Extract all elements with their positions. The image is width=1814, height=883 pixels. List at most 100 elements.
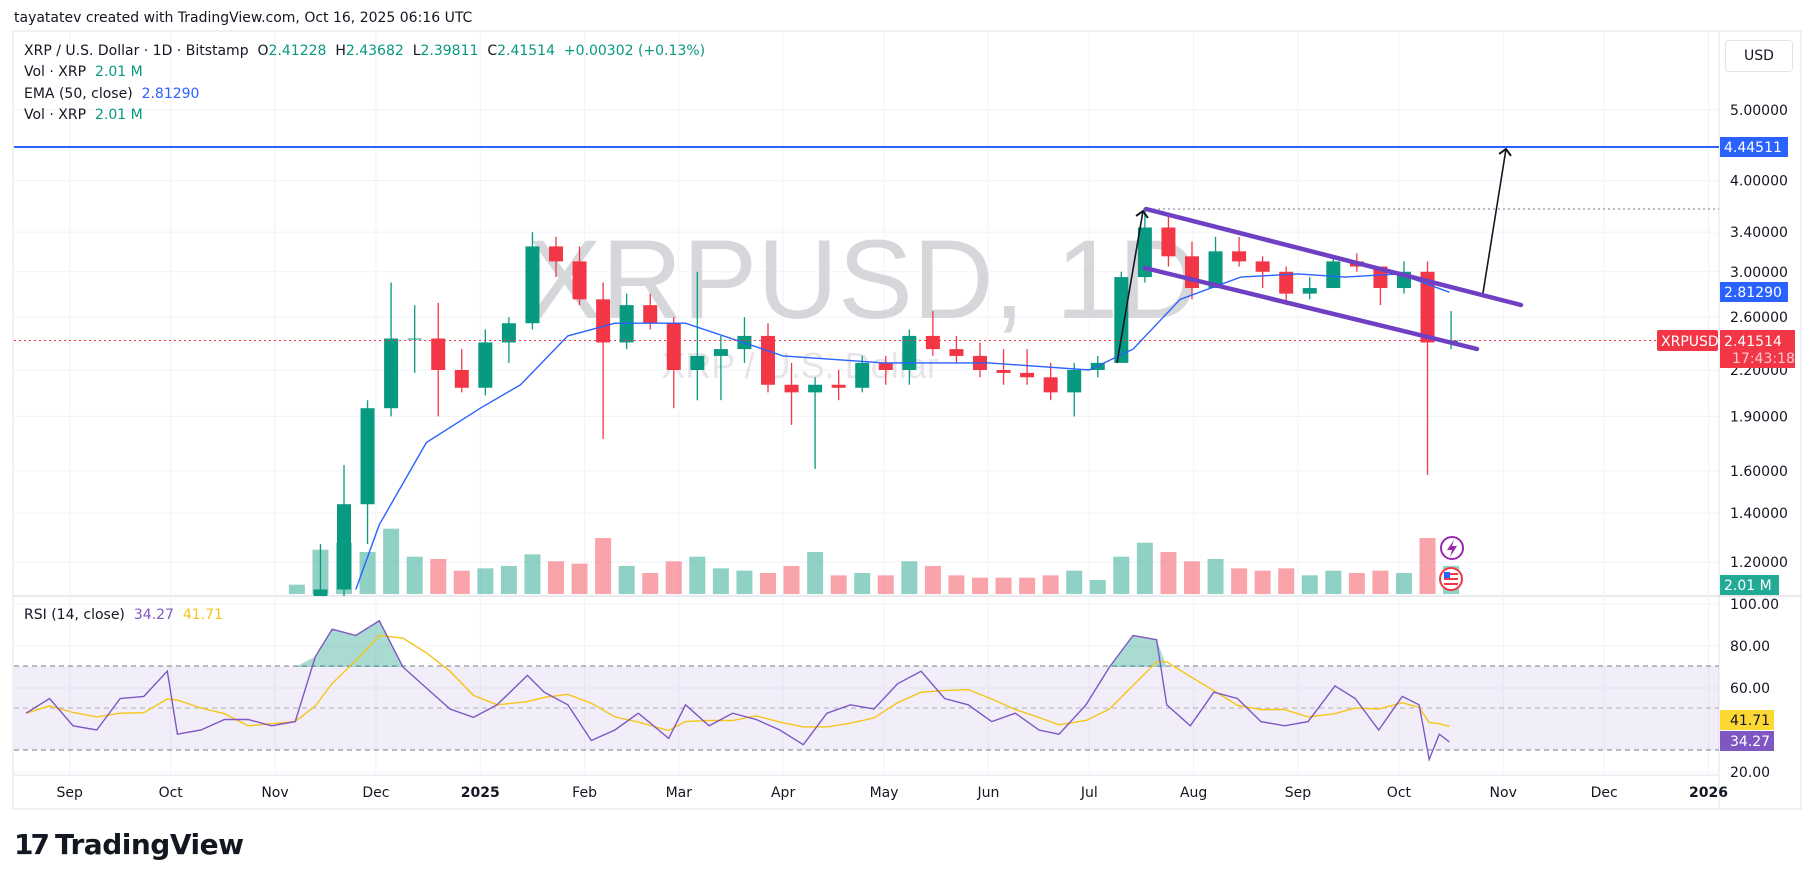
channel-lower-line[interactable] bbox=[1142, 265, 1480, 352]
volume-bar bbox=[1348, 573, 1365, 594]
candle-body bbox=[855, 362, 870, 388]
volume-bar bbox=[618, 566, 635, 594]
candle-body bbox=[643, 305, 658, 324]
us-flag-event-icon[interactable] bbox=[1439, 567, 1463, 591]
candle-body bbox=[1137, 227, 1152, 278]
rsi-axis-labels[interactable]: 100.00 80.00 60.00 20.00 bbox=[1730, 597, 1779, 781]
candle-body bbox=[360, 408, 375, 505]
candle-body bbox=[831, 384, 846, 388]
candle-body bbox=[666, 323, 681, 371]
volume-legend[interactable]: Vol · XRP 2.01 M bbox=[24, 64, 143, 80]
rsi-overbought-fill bbox=[25, 620, 1450, 667]
volume-bar bbox=[1042, 575, 1059, 594]
price-axis-labels[interactable]: 5.000004.000003.400003.000002.600002.200… bbox=[1730, 103, 1788, 571]
volume-bar bbox=[1089, 580, 1106, 594]
volume-bar bbox=[854, 573, 871, 594]
candle-body bbox=[808, 384, 823, 393]
candle-body bbox=[454, 370, 469, 388]
candle-body bbox=[1184, 256, 1199, 289]
svg-text:4.44511: 4.44511 bbox=[1724, 140, 1782, 156]
time-tick-label: Sep bbox=[1285, 785, 1312, 801]
candle-body bbox=[478, 342, 493, 388]
volume-bar bbox=[1419, 538, 1436, 594]
price-tick-label: 5.00000 bbox=[1730, 103, 1788, 119]
volume-legend-2[interactable]: Vol · XRP 2.01 M bbox=[24, 107, 143, 123]
volume-bar bbox=[712, 568, 729, 594]
chart-credit: tayatatev created with TradingView.com, … bbox=[14, 10, 473, 26]
currency-button[interactable]: USD bbox=[1725, 40, 1793, 72]
volume-tag: 2.01 M bbox=[1720, 575, 1779, 595]
volume-bar bbox=[807, 552, 824, 594]
symbol-name-tag: XRPUSD bbox=[1657, 330, 1719, 351]
ema-50-line[interactable] bbox=[355, 273, 1450, 590]
volume-bar bbox=[288, 584, 305, 594]
time-tick-label: Dec bbox=[362, 785, 389, 801]
svg-text:2.01 M: 2.01 M bbox=[1724, 578, 1772, 594]
impulse-arrow[interactable] bbox=[1116, 209, 1149, 364]
time-axis-labels[interactable]: Sep Oct Nov Dec 2025 Feb Mar Apr May Jun Jul Aug Sep… bbox=[57, 785, 1728, 801]
candle-body bbox=[1279, 271, 1294, 294]
volume-bars bbox=[288, 528, 1460, 594]
svg-text:34.27: 34.27 bbox=[1730, 734, 1770, 750]
volume-bar bbox=[689, 556, 706, 594]
candle-body bbox=[1208, 251, 1223, 289]
low-value: 2.39811 bbox=[420, 43, 479, 59]
volume-bar bbox=[500, 566, 517, 594]
volume-bar bbox=[759, 573, 776, 594]
volume-bar bbox=[1207, 559, 1224, 594]
volume-bar bbox=[877, 575, 894, 594]
time-tick-label: Feb bbox=[572, 785, 597, 801]
volume-bar bbox=[406, 556, 423, 594]
volume-bar bbox=[665, 561, 682, 594]
candle-body bbox=[996, 370, 1011, 373]
rsi-tick-label: 20.00 bbox=[1730, 765, 1770, 781]
volume-bar bbox=[595, 538, 612, 594]
volume-bar bbox=[1395, 573, 1412, 594]
volume-bar bbox=[1019, 577, 1036, 594]
price-tick-label: 1.40000 bbox=[1730, 506, 1788, 522]
symbol-title[interactable]: XRP / U.S. Dollar · 1D · Bitstamp bbox=[24, 43, 249, 59]
symbol-watermark: XRPUSD, 1D bbox=[527, 217, 1199, 342]
volume-bar bbox=[430, 559, 447, 594]
time-tick-label: Nov bbox=[1490, 785, 1517, 801]
ema-legend[interactable]: EMA (50, close) 2.81290 bbox=[24, 86, 200, 102]
price-tick-label: 1.20000 bbox=[1730, 555, 1788, 571]
volume-bar bbox=[971, 577, 988, 594]
time-tick-label: Sep bbox=[57, 785, 84, 801]
volume-bar bbox=[1183, 561, 1200, 594]
volume-bar bbox=[924, 566, 941, 594]
candle-body bbox=[1326, 261, 1341, 289]
candle-body bbox=[407, 338, 422, 340]
rsi-legend[interactable]: RSI (14, close) 34.27 41.71 bbox=[24, 607, 223, 623]
volume-bar bbox=[1278, 568, 1295, 594]
volume-bar bbox=[359, 552, 376, 594]
candle-body bbox=[925, 335, 940, 350]
candle-body bbox=[525, 246, 540, 324]
candle-body bbox=[690, 355, 705, 371]
volume-bar bbox=[571, 563, 588, 594]
time-tick-label: Jul bbox=[1080, 785, 1098, 801]
price-tick-label: 4.00000 bbox=[1730, 174, 1788, 190]
volume-bar bbox=[548, 561, 564, 594]
tradingview-logo[interactable]: 17 TradingView bbox=[14, 828, 244, 861]
rsi-line[interactable] bbox=[25, 619, 1450, 762]
lightning-event-icon[interactable] bbox=[1440, 536, 1464, 560]
channel-upper-line[interactable] bbox=[1143, 206, 1524, 308]
volume-bar bbox=[1325, 570, 1342, 594]
volume-bar bbox=[642, 573, 659, 594]
breakout-target-arrow[interactable] bbox=[1482, 147, 1512, 294]
volume-bar bbox=[1231, 568, 1248, 594]
volume-bar bbox=[1066, 570, 1083, 594]
price-tick-label: 3.00000 bbox=[1730, 265, 1788, 281]
volume-bar bbox=[783, 566, 800, 594]
rsi-tick-label: 80.00 bbox=[1730, 639, 1770, 655]
time-tick-label: Aug bbox=[1180, 785, 1207, 801]
time-tick-label: 2026 bbox=[1689, 785, 1728, 801]
grid-lines bbox=[14, 31, 1719, 775]
candle-body bbox=[384, 338, 399, 409]
tradingview-wordmark: TradingView bbox=[54, 828, 244, 861]
candle-body bbox=[1161, 227, 1176, 257]
change-value: +0.00302 (+0.13%) bbox=[563, 43, 706, 59]
symbol-legend[interactable]: XRP / U.S. Dollar · 1D · Bitstamp O2.412… bbox=[24, 43, 706, 59]
